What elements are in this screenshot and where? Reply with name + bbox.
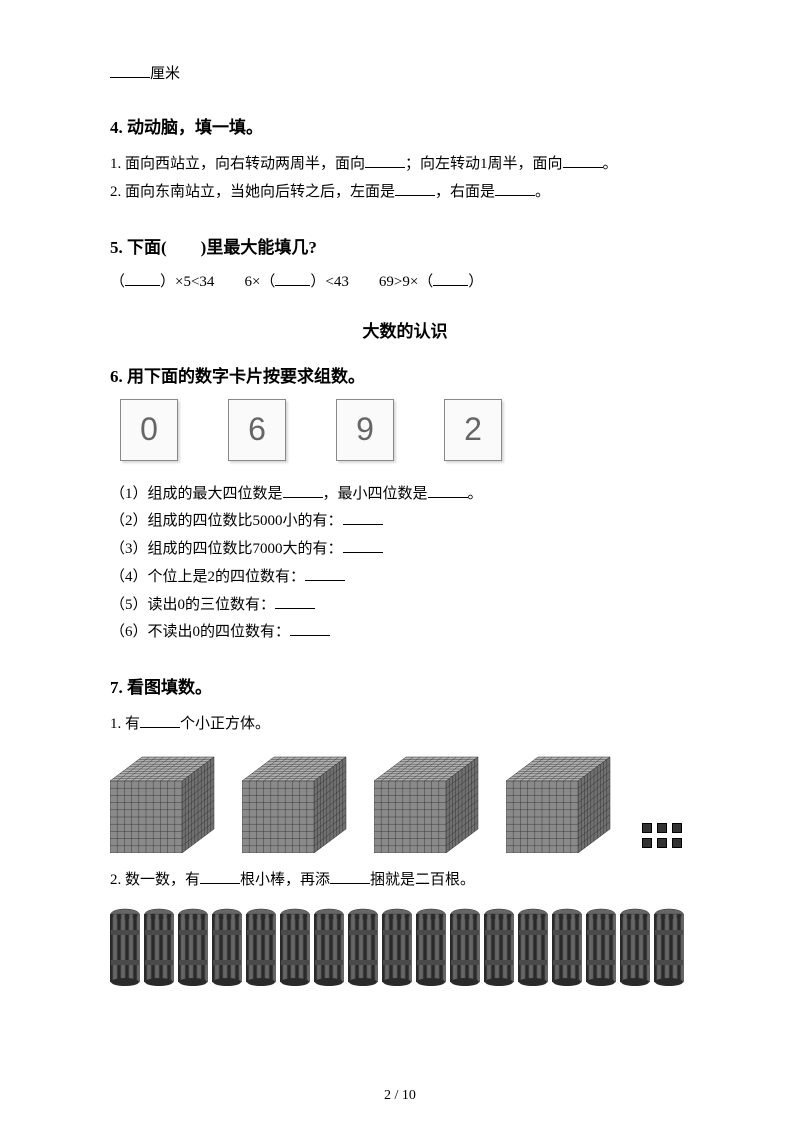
blank[interactable] (125, 271, 160, 286)
stick-bundle (246, 908, 276, 986)
unit-cube (642, 838, 652, 848)
blank[interactable] (200, 869, 240, 884)
blank[interactable] (343, 510, 383, 525)
blank[interactable] (305, 566, 345, 581)
blank[interactable] (495, 181, 535, 196)
blank[interactable] (433, 271, 468, 286)
blank[interactable] (343, 538, 383, 553)
q5-expressions: （）×5<346×（）<4369>9×（） (110, 270, 700, 291)
stick-bundle (382, 908, 412, 986)
cube-3 (374, 753, 484, 858)
page-number: 2 / 10 (0, 1088, 800, 1104)
q6-heading: 6. 用下面的数字卡片按要求组数。 (110, 362, 700, 387)
fragment-line: 厘米 (110, 60, 700, 89)
card-1: 6 (228, 399, 286, 461)
stick-bundle (212, 908, 242, 986)
stick-bundle (586, 908, 616, 986)
stick-bundle (450, 908, 480, 986)
stick-bundle (552, 908, 582, 986)
unit-cube (642, 823, 652, 833)
stick-bundle (416, 908, 446, 986)
blank[interactable] (275, 271, 310, 286)
blank[interactable] (110, 63, 150, 78)
card-0: 0 (120, 399, 178, 461)
cube-2 (242, 753, 352, 858)
blank[interactable] (290, 621, 330, 636)
section-title: 大数的认识 (110, 317, 700, 342)
q4-heading: 4. 动动脑，填一填。 (110, 113, 700, 138)
number-cards: 0 6 9 2 (120, 399, 700, 461)
cube-1 (110, 753, 220, 858)
q7-heading: 7. 看图填数。 (110, 673, 700, 698)
stick-bundle (110, 908, 140, 986)
q4-line2: 2. 面向东南站立，当她向后转之后，左面是，右面是。 (110, 178, 700, 207)
card-3: 2 (444, 399, 502, 461)
small-units (642, 823, 684, 850)
q7-line2: 2. 数一数，有根小棒，再添捆就是二百根。 (110, 866, 700, 895)
q6-sublist: （1）组成的最大四位数是，最小四位数是。 （2）组成的四位数比5000小的有： … (110, 481, 700, 648)
blank[interactable] (395, 181, 435, 196)
blank[interactable] (428, 483, 468, 498)
unit-cube (657, 823, 667, 833)
cubes-row (110, 753, 700, 858)
stick-bundle (654, 908, 684, 986)
stick-bundle (280, 908, 310, 986)
blank[interactable] (275, 594, 315, 609)
cube-4 (506, 753, 616, 858)
stick-bundle (348, 908, 378, 986)
q5-heading: 5. 下面( )里最大能填几? (110, 233, 700, 258)
card-2: 9 (336, 399, 394, 461)
stick-bundle (178, 908, 208, 986)
q7-line1: 1. 有个小正方体。 (110, 710, 700, 739)
blank[interactable] (283, 483, 323, 498)
unit-cube (672, 823, 682, 833)
sticks-row (110, 908, 700, 986)
blank[interactable] (365, 153, 405, 168)
stick-bundle (518, 908, 548, 986)
stick-bundle (620, 908, 650, 986)
stick-bundle (144, 908, 174, 986)
q4-line1: 1. 面向西站立，向右转动两周半，面向；向左转动1周半，面向。 (110, 150, 700, 179)
stick-bundle (314, 908, 344, 986)
blank[interactable] (330, 869, 370, 884)
unit-cube (657, 838, 667, 848)
blank[interactable] (140, 713, 180, 728)
stick-bundle (484, 908, 514, 986)
unit-cube (672, 838, 682, 848)
blank[interactable] (563, 153, 603, 168)
fragment-text: 厘米 (150, 66, 180, 82)
